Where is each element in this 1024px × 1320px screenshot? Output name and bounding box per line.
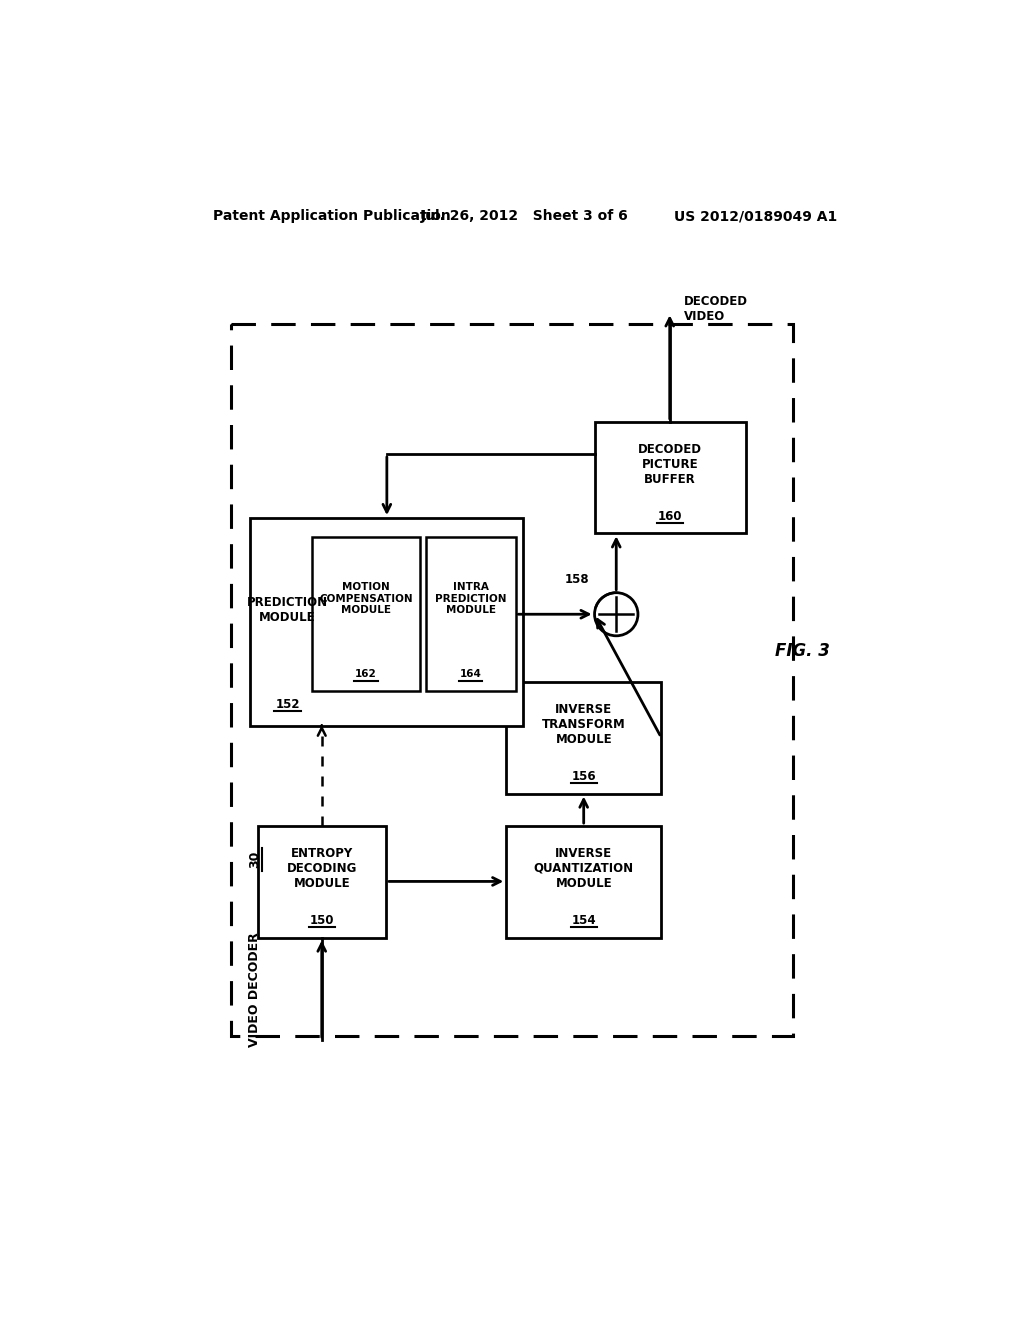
Bar <box>311 537 420 692</box>
Text: INVERSE
QUANTIZATION
MODULE: INVERSE QUANTIZATION MODULE <box>534 847 634 890</box>
Text: DECODED
VIDEO: DECODED VIDEO <box>684 294 748 322</box>
Text: 162: 162 <box>355 669 377 680</box>
Text: 164: 164 <box>460 669 481 680</box>
Text: ENTROPY
DECODING
MODULE: ENTROPY DECODING MODULE <box>287 847 357 890</box>
Text: 158: 158 <box>565 573 590 586</box>
Text: 154: 154 <box>571 915 596 927</box>
Text: VIDEO DECODER: VIDEO DECODER <box>248 933 261 1047</box>
Text: Patent Application Publication: Patent Application Publication <box>213 209 451 223</box>
Bar <box>595 422 745 533</box>
Text: Jul. 26, 2012   Sheet 3 of 6: Jul. 26, 2012 Sheet 3 of 6 <box>421 209 629 223</box>
Text: 152: 152 <box>275 698 300 711</box>
Text: MOTION
COMPENSATION
MODULE: MOTION COMPENSATION MODULE <box>319 582 413 615</box>
Text: 160: 160 <box>657 510 682 523</box>
Text: 150: 150 <box>309 915 334 927</box>
Text: DECODED
PICTURE
BUFFER: DECODED PICTURE BUFFER <box>638 442 701 486</box>
Bar <box>251 517 523 726</box>
Bar <box>506 826 662 937</box>
Text: US 2012/0189049 A1: US 2012/0189049 A1 <box>674 209 838 223</box>
Bar <box>506 682 662 793</box>
Bar <box>258 826 386 937</box>
Text: PREDICTION
MODULE: PREDICTION MODULE <box>247 597 329 624</box>
Bar <box>231 323 793 1036</box>
Text: INTRA
PREDICTION
MODULE: INTRA PREDICTION MODULE <box>435 582 506 615</box>
Text: INVERSE
TRANSFORM
MODULE: INVERSE TRANSFORM MODULE <box>542 702 626 746</box>
Text: 30: 30 <box>248 850 261 867</box>
Text: FIG. 3: FIG. 3 <box>775 643 829 660</box>
Bar <box>426 537 515 692</box>
Text: 156: 156 <box>571 770 596 783</box>
